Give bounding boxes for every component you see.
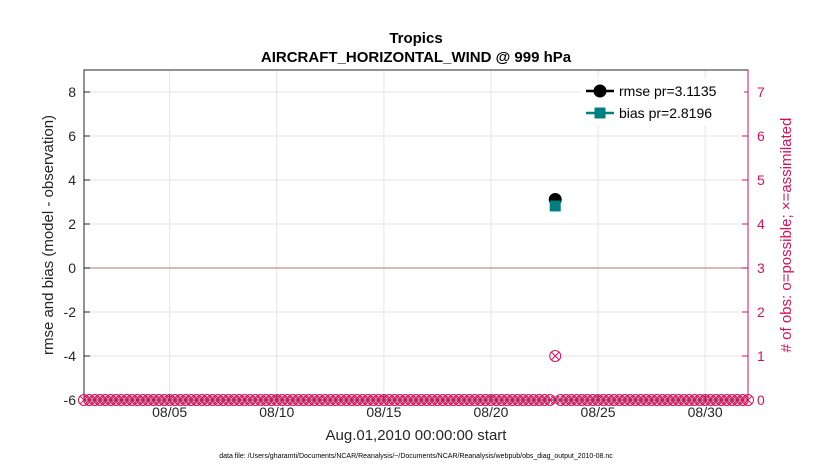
obs-count-zero-assimilated (743, 395, 753, 405)
y2-tick-label: 7 (757, 84, 765, 100)
x-axis-ticks: 08/05 08/10 08/15 08/20 08/25 08/30 (152, 394, 723, 420)
y-axis-label: rmse and bias (model - observation) (40, 115, 57, 355)
obs-count-zero-possible (742, 394, 754, 406)
y2-tick-label: 5 (757, 172, 765, 188)
y-tick-label: 4 (68, 172, 76, 188)
data-file-footer: data file: /Users/gharamti/Documents/NCA… (219, 453, 613, 460)
y2-tick-label: 6 (757, 128, 765, 144)
legend-bias-label: bias pr=2.8196 (619, 105, 712, 121)
x-tick-label: 08/05 (152, 404, 187, 420)
y-tick-label: 8 (68, 84, 76, 100)
y2-tick-label: 4 (757, 216, 765, 232)
y2-axis-ticks: 0 1 2 3 4 5 6 7 (742, 70, 765, 408)
y2-tick-label: 2 (757, 304, 765, 320)
y-tick-label: -4 (64, 348, 77, 364)
x-tick-label: 08/10 (259, 404, 294, 420)
obs-count-markers (78, 350, 754, 406)
y2-tick-label: 3 (757, 260, 765, 276)
legend: rmse pr=3.1135 bias pr=2.8196 (580, 78, 744, 126)
obs-count-assimilated (550, 351, 560, 361)
y-tick-label: -2 (64, 304, 77, 320)
y2-axis-label: # of obs: o=possible; ×=assimilated (778, 118, 795, 353)
y-tick-label: 6 (68, 128, 76, 144)
x-tick-label: 08/30 (688, 404, 723, 420)
x-axis-label: Aug.01,2010 00:00:00 start (326, 427, 508, 444)
y2-tick-label: 0 (757, 392, 765, 408)
y-tick-label: -6 (64, 392, 77, 408)
y-tick-label: 2 (68, 216, 76, 232)
chart-title: Tropics (389, 30, 442, 47)
y-axis-ticks: -6 -4 -2 0 2 4 6 8 (64, 84, 90, 408)
x-tick-label: 08/25 (581, 404, 616, 420)
legend-rmse-label: rmse pr=3.1135 (619, 83, 717, 99)
chart-subtitle: AIRCRAFT_HORIZONTAL_WIND @ 999 hPa (261, 49, 572, 66)
bias-point (549, 200, 561, 212)
legend-rmse-marker (593, 84, 607, 98)
x-tick-label: 08/15 (366, 404, 401, 420)
y-tick-label: 0 (68, 260, 76, 276)
y2-tick-label: 1 (757, 348, 765, 364)
series-markers (548, 193, 562, 212)
x-tick-label: 08/20 (473, 404, 508, 420)
obs-count-possible (549, 350, 562, 362)
legend-bias-marker (594, 107, 606, 119)
